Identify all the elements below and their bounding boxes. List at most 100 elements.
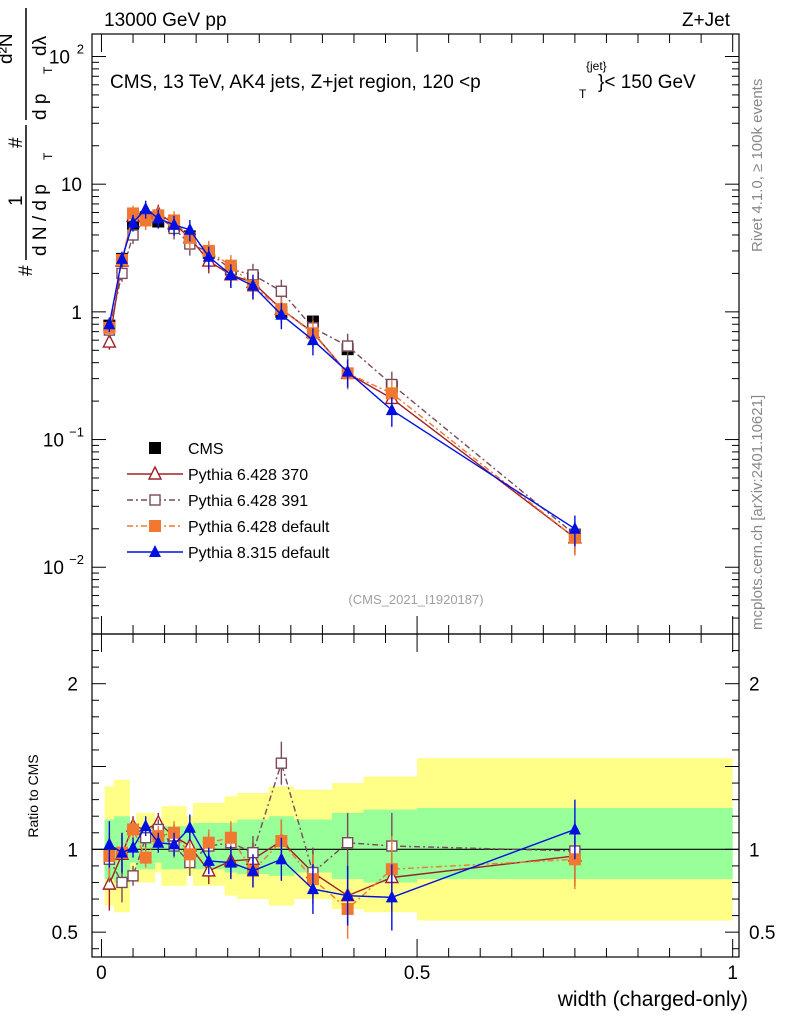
- data-point: [275, 285, 288, 297]
- ratio-point: [202, 853, 215, 866]
- data-point: [341, 364, 354, 377]
- analysis-tag: (CMS_2021_I1920187): [348, 592, 483, 607]
- ratio-point: [183, 820, 196, 833]
- ratio-point: [102, 875, 117, 890]
- x-axis: 0 0.5 1: [96, 34, 738, 984]
- ratio-point: [224, 855, 237, 868]
- series-3: [103, 205, 581, 556]
- ratio-point: [306, 882, 319, 895]
- y-tick-label: 10: [49, 47, 70, 68]
- main-frame: [91, 33, 740, 635]
- y-tick-exponent: −1: [69, 425, 84, 440]
- ratio-plot-area: 0.5 0.5 1 1 2 2: [52, 650, 775, 950]
- title-superscript: {jet}: [586, 59, 607, 73]
- process-label: Z+Jet: [682, 10, 731, 31]
- data-point: [116, 267, 128, 280]
- series-2: [103, 207, 581, 553]
- y-label-hash2: #: [6, 137, 27, 148]
- y-label-dn: d N / d p: [30, 184, 51, 256]
- y-label-dpt: d p: [30, 94, 51, 120]
- ratio-point: [275, 852, 288, 865]
- main-plot-area: 10 2 10 1 10 −1 10 −2: [43, 41, 739, 635]
- x-tick-label: 0: [96, 963, 107, 984]
- ratio-point: [202, 836, 215, 849]
- ratio-point: [168, 837, 181, 850]
- legend-marker: [149, 442, 161, 454]
- data-point: [168, 217, 181, 230]
- data-point: [127, 215, 140, 228]
- legend-marker: [149, 520, 161, 532]
- y-label-t2: T: [41, 66, 55, 74]
- chart-title: CMS, 13 TeV, AK4 jets, Z+jet region, 120…: [110, 59, 696, 101]
- data-point: [385, 403, 398, 416]
- legend-entry: Pythia 8.315 default: [127, 545, 330, 562]
- data-point: [306, 333, 319, 346]
- ratio-point: [139, 819, 152, 832]
- data-point: [224, 267, 237, 280]
- ratio-point: [341, 837, 354, 849]
- ratio-point: [275, 757, 288, 769]
- series-line: [108, 215, 576, 536]
- ratio-tick-label-right: 2: [749, 675, 760, 696]
- ratio-point: [127, 870, 139, 882]
- y-tick-exponent: 2: [77, 41, 84, 56]
- legend-label: Pythia 8.315 default: [188, 545, 330, 562]
- y-label-one: 1: [6, 195, 27, 206]
- y-label-hash1: #: [16, 265, 37, 276]
- data-point: [246, 278, 259, 291]
- y-axis-label: # 1 d N / d p T # d²N d p T dλ: [0, 8, 55, 276]
- data-point: [139, 201, 152, 214]
- title-suffix: }< 150 GeV: [598, 72, 696, 93]
- legend-label: Pythia 6.428 370: [188, 467, 308, 484]
- ratio-point: [341, 888, 354, 901]
- ratio-point: [568, 822, 581, 835]
- ratio-point: [224, 831, 237, 844]
- ratio-tick-label-left: 2: [67, 675, 78, 696]
- data-point: [103, 317, 116, 330]
- legend-marker: [149, 494, 161, 506]
- y-label-dlambda: dλ: [30, 35, 51, 56]
- ratio-point: [139, 851, 152, 864]
- y-tick-label: 10: [61, 175, 82, 196]
- rivet-version-label: Rivet 4.1.0, ≥ 100k events: [749, 79, 766, 252]
- y-tick-label: 10: [43, 558, 64, 579]
- legend-entry: CMS: [149, 441, 224, 458]
- data-point: [183, 222, 196, 235]
- y-tick-label: 1: [71, 303, 82, 324]
- mcplots-label: mcplots.cern.ch [arXiv:2401.10621]: [749, 395, 766, 630]
- ratio-frame: [91, 633, 740, 958]
- data-point: [568, 521, 581, 534]
- legend-entry: Pythia 6.428 370: [127, 465, 308, 484]
- data-point: [341, 340, 354, 352]
- data-point: [139, 214, 152, 227]
- y-label-d2n: d²N: [0, 33, 17, 64]
- x-tick-label: 0.5: [404, 963, 430, 984]
- ratio-point: [183, 848, 196, 861]
- y-tick-exponent: −2: [69, 552, 84, 567]
- title-main: CMS, 13 TeV, AK4 jets, Z+jet region, 120…: [110, 72, 481, 93]
- ratio-point: [127, 840, 140, 853]
- ratio-point: [246, 863, 259, 876]
- ratio-y-label: Ratio to CMS: [25, 754, 41, 837]
- ratio-point: [115, 845, 128, 858]
- legend-marker: [149, 545, 161, 557]
- legend-label: CMS: [188, 441, 224, 458]
- data-point: [152, 211, 165, 224]
- y-label-t: T: [41, 152, 55, 160]
- data-point: [385, 387, 398, 400]
- ratio-tick-label-right: 1: [749, 840, 760, 861]
- legend-label: Pythia 6.428 391: [188, 493, 308, 510]
- series-4: [103, 200, 581, 547]
- y-tick-label: 10: [43, 431, 64, 452]
- ratio-series-4: [103, 799, 581, 931]
- x-tick-label: 1: [727, 963, 738, 984]
- legend-label: Pythia 6.428 default: [188, 519, 330, 536]
- ratio-tick-label-right: 0.5: [749, 923, 775, 944]
- ratio-point: [385, 890, 398, 903]
- legend: CMS Pythia 6.428 370 Pythia 6.428 391 Pythi…: [127, 441, 330, 562]
- data-point: [115, 251, 128, 264]
- title-subscript: T: [579, 87, 587, 101]
- legend-entry: Pythia 6.428 391: [127, 493, 308, 510]
- ratio-point: [116, 876, 128, 889]
- ratio-point: [152, 835, 165, 848]
